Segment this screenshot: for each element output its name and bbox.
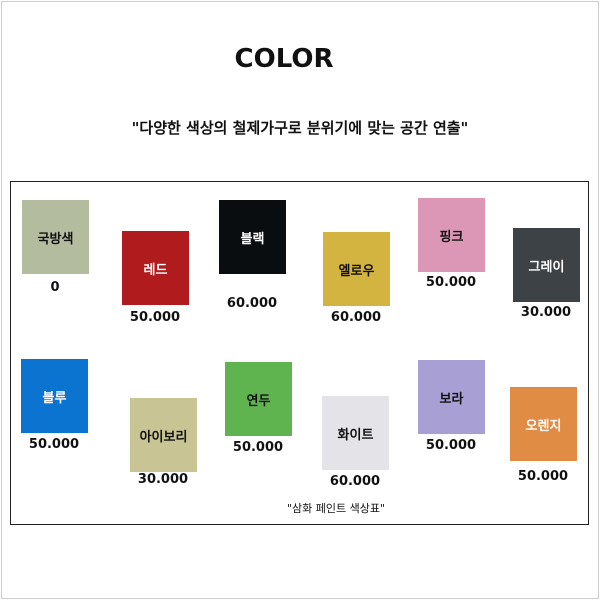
swatch-price: 30.000 (520, 305, 572, 320)
color-swatch: 아이보리 (130, 398, 197, 472)
swatch-price: 30.000 (137, 472, 189, 487)
color-chart-caption: "삼화 페인트 색상표" (286, 502, 386, 515)
color-swatch: 오렌지 (510, 387, 577, 461)
swatch-label: 연두 (246, 393, 271, 409)
swatch-price: 50.000 (129, 310, 181, 325)
color-swatch: 엘로우 (323, 232, 390, 306)
swatch-label: 국방색 (37, 231, 74, 247)
color-swatch: 레드 (122, 231, 189, 305)
swatch-label: 블루 (42, 390, 67, 406)
swatch-price: 50.000 (425, 438, 477, 453)
page-subtitle: "다양한 색상의 철제가구로 분위기에 맞는 공간 연출" (131, 119, 469, 137)
color-swatch: 연두 (225, 362, 292, 436)
swatch-label: 그레이 (528, 259, 565, 275)
swatch-label: 화이트 (337, 427, 374, 443)
swatch-price: 50.000 (28, 437, 80, 452)
color-swatch: 핑크 (418, 198, 485, 272)
color-swatch: 화이트 (322, 396, 389, 470)
swatch-label: 블랙 (240, 231, 265, 247)
swatch-label: 오렌지 (525, 418, 562, 434)
color-swatch: 블루 (21, 359, 88, 433)
swatch-label: 보라 (439, 391, 464, 407)
swatch-label: 아이보리 (139, 429, 188, 445)
swatch-price: 0 (50, 280, 60, 295)
color-swatch: 국방색 (22, 200, 89, 274)
color-swatch: 보라 (418, 360, 485, 434)
swatch-price: 50.000 (517, 469, 569, 484)
swatch-price: 60.000 (330, 310, 382, 325)
color-swatch: 블랙 (219, 200, 286, 274)
swatch-price: 60.000 (226, 296, 278, 311)
swatch-label: 핑크 (439, 229, 464, 245)
swatch-label: 엘로우 (338, 263, 375, 279)
page-title: COLOR (234, 44, 334, 74)
swatch-label: 레드 (143, 262, 168, 278)
swatch-price: 60.000 (329, 474, 381, 489)
swatch-price: 50.000 (232, 440, 284, 455)
color-swatch: 그레이 (513, 228, 580, 302)
swatch-price: 50.000 (425, 275, 477, 290)
color-chart-box (10, 181, 589, 525)
